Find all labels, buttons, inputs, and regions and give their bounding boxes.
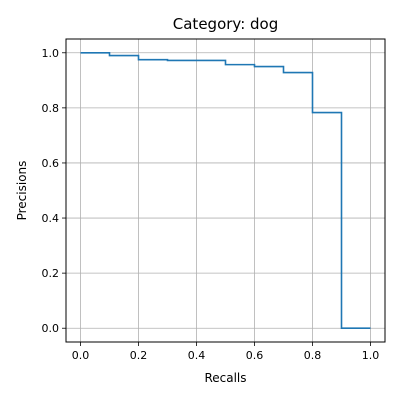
- x-tick-label: 0.4: [188, 349, 206, 362]
- y-tick-label: 0.4: [42, 212, 60, 225]
- grid: [66, 39, 385, 342]
- plot-frame: [65, 38, 386, 343]
- precision-recall-step-line: [80, 51, 371, 330]
- x-tick-label: 0.6: [246, 349, 264, 362]
- y-tick-label: 0.6: [42, 157, 60, 170]
- x-tick-label: 0.8: [304, 349, 322, 362]
- y-tick-label: 1.0: [42, 47, 60, 60]
- y-tick-label: 0.8: [42, 102, 60, 115]
- x-axis-label: Recalls: [204, 371, 246, 385]
- ticks: 0.0 0.2 0.4 0.6 0.8 1.0 0.0 0.2 0.4 0.6 0.8 1.0: [42, 47, 380, 362]
- x-tick-label: 0.2: [130, 349, 148, 362]
- y-tick-label: 0.2: [42, 267, 60, 280]
- x-tick-label: 1.0: [362, 349, 380, 362]
- chart-title: Category: dog: [173, 15, 278, 33]
- series-layer: [80, 51, 371, 330]
- x-tick-label: 0.0: [72, 349, 90, 362]
- y-tick-label: 0.0: [42, 322, 60, 335]
- y-axis-label: Precisions: [15, 161, 29, 221]
